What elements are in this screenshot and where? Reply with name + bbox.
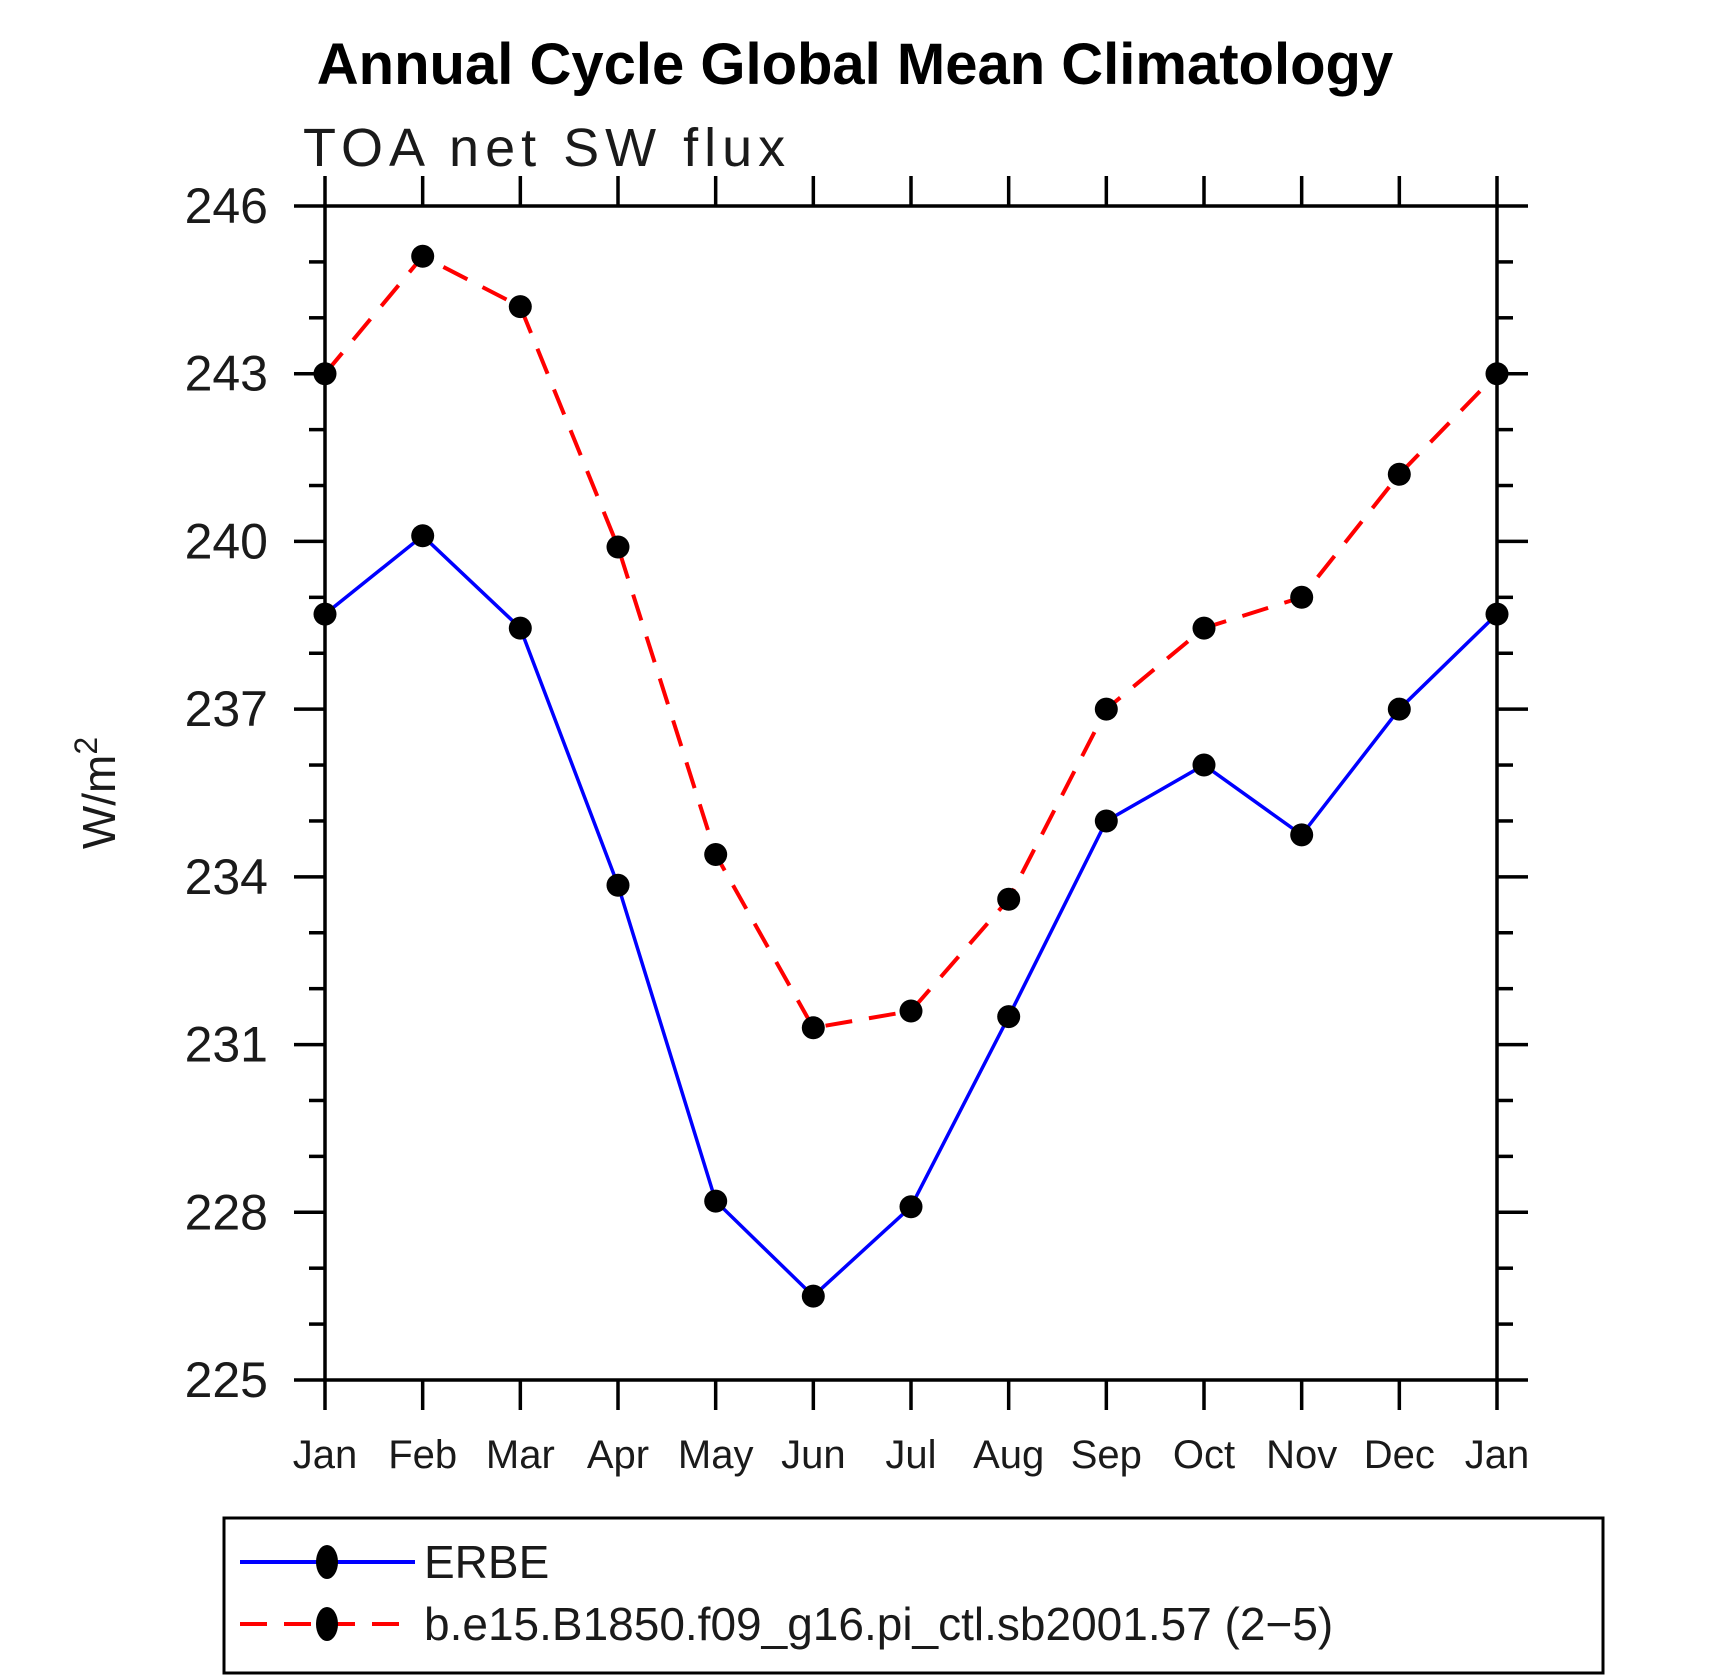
axis-ticks [294,176,1528,1410]
x-tick-label: Dec [1364,1433,1435,1477]
data-point-marker [1387,462,1411,486]
y-tick-label: 237 [185,681,268,737]
data-point-marker [704,843,728,866]
data-point-marker [1192,616,1216,640]
x-tick-label: Apr [587,1433,649,1477]
x-tick-label: Jul [885,1433,936,1477]
y-tick-label: 225 [185,1352,268,1408]
x-tick-label: May [678,1433,754,1477]
data-point-marker [997,1005,1021,1029]
data-point-marker [508,616,532,640]
y-tick-label: 246 [185,178,268,234]
y-tick-label: 231 [185,1017,268,1073]
data-point-marker [1290,585,1314,609]
data-point-marker [899,999,923,1023]
data-point-marker [801,1016,825,1040]
legend-entry-erbe: ERBE [240,1536,549,1588]
data-point-marker [899,1195,923,1219]
y-tick-labels: 225 228 231 234 237 240 243 246 [185,178,268,1408]
x-tick-label: Aug [973,1433,1044,1477]
y-tick-label: 234 [185,849,268,905]
data-point-marker [1094,809,1118,833]
data-point-marker [1290,823,1314,847]
y-tick-label: 240 [185,513,268,569]
legend: ERBE b.e15.B1850.f09_g16.pi_ctl.sb2001.5… [222,1516,1605,1675]
plot-border [323,204,1499,1382]
x-tick-labels: Jan Feb Mar Apr May Jun Jul Aug Sep Oct Nov Dec Jan [293,1433,1530,1477]
data-series [313,244,1509,1308]
data-point-marker [606,535,630,559]
x-tick-label: Jan [293,1433,358,1477]
data-point-marker [411,524,435,548]
data-point-marker [704,1189,728,1213]
y-tick-label: 243 [185,346,268,402]
x-tick-label: Sep [1071,1433,1142,1477]
legend-entry-model: b.e15.B1850.f09_g16.pi_ctl.sb2001.57 (2−… [240,1598,1333,1650]
chart-subtitle: TOA net SW flux [303,118,791,178]
y-axis-label: W/m2 [68,737,125,849]
x-tick-label: Oct [1173,1433,1235,1477]
legend-erbe-marker-icon [316,1545,338,1579]
y-tick-label: 228 [185,1184,268,1240]
x-tick-label: Feb [388,1433,457,1477]
x-tick-label: Jun [781,1433,846,1477]
data-point-marker [1192,753,1216,777]
legend-erbe-label: ERBE [424,1536,549,1588]
legend-model-marker-icon [316,1607,338,1641]
x-tick-label: Nov [1266,1433,1337,1477]
data-point-marker [411,244,435,268]
data-point-marker [1094,697,1118,721]
data-point-marker [606,873,630,897]
y-axis-label-base: W/m [73,755,125,850]
x-tick-label: Mar [486,1433,555,1477]
legend-box [222,1516,1605,1675]
data-point-marker [801,1284,825,1308]
data-point-marker [1387,697,1411,721]
data-point-marker [508,295,532,319]
chart-title: Annual Cycle Global Mean Climatology [317,32,1393,97]
data-point-marker [997,887,1021,911]
legend-model-label: b.e15.B1850.f09_g16.pi_ctl.sb2001.57 (2−… [424,1598,1333,1650]
x-tick-label: Jan [1465,1433,1530,1477]
y-axis-label-superscript: 2 [68,737,104,755]
